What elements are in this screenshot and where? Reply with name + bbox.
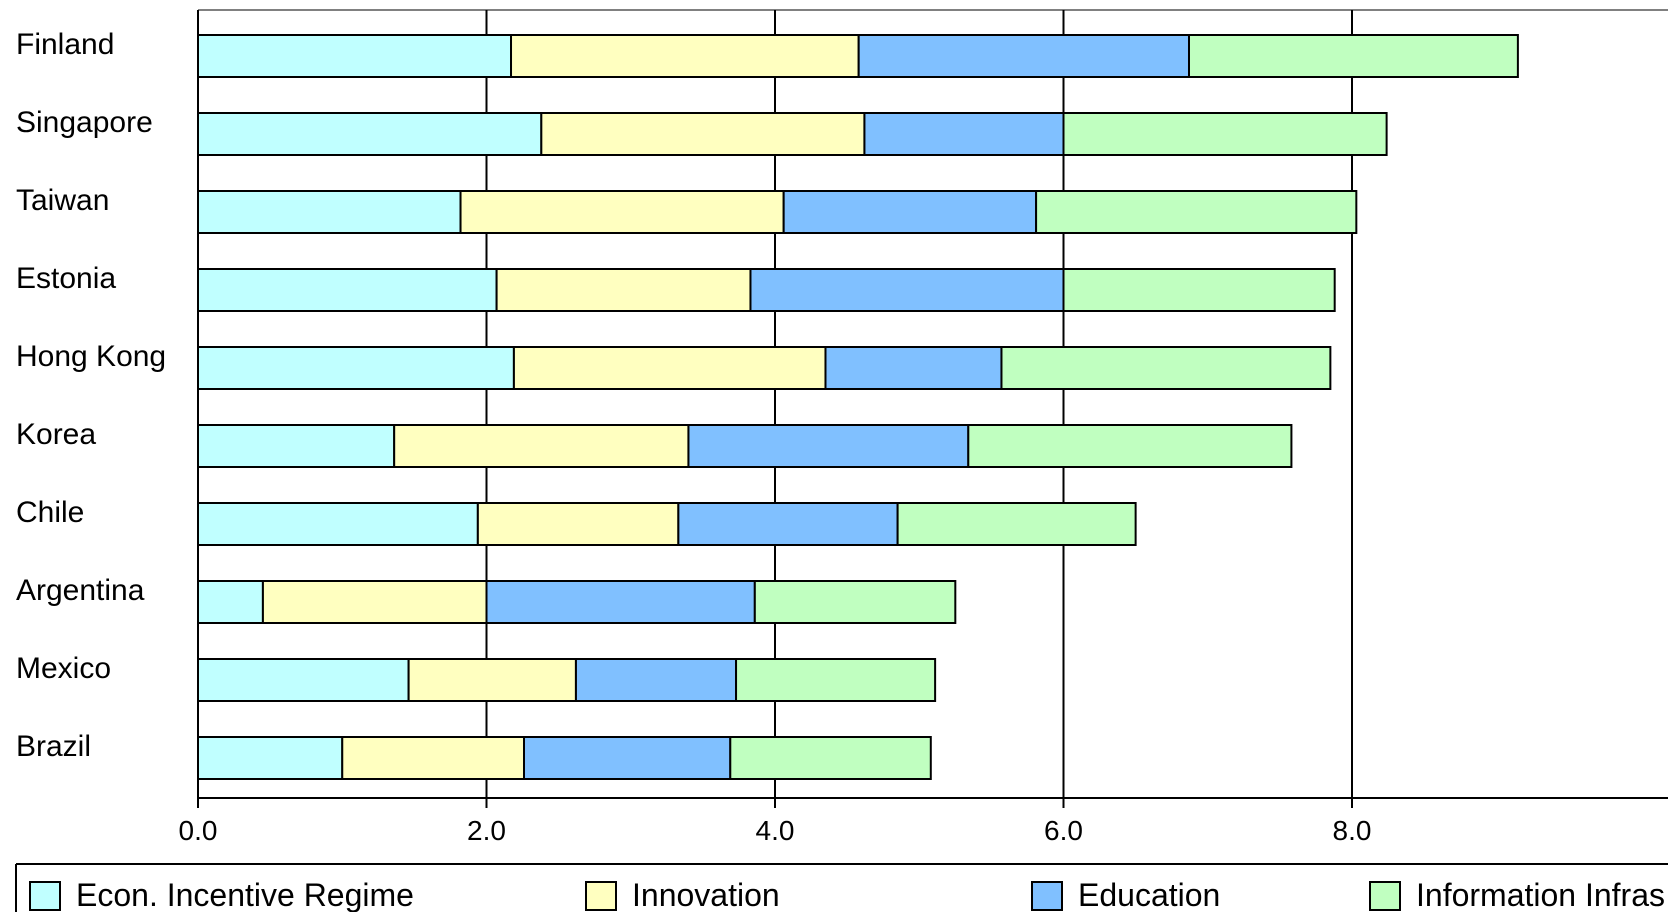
x-tick-label-4: 8.0 — [1333, 815, 1372, 846]
bar-8-3 — [735, 658, 937, 702]
bar-3-0 — [197, 268, 498, 312]
bar-8-1 — [407, 658, 577, 702]
category-label-7: Argentina — [16, 574, 145, 607]
bar-4-0 — [197, 346, 515, 390]
bar-8-2 — [574, 658, 738, 702]
legend-swatch-2 — [1031, 881, 1063, 911]
category-label-0: Finland — [16, 28, 114, 61]
legend-label-3: Information Infras — [1416, 877, 1665, 912]
category-label-4: Hong Kong — [16, 340, 166, 373]
bar-2-0 — [197, 190, 462, 234]
bar-2-3 — [1035, 190, 1358, 234]
legend-swatch-0 — [29, 881, 61, 911]
legend-label-2: Education — [1078, 877, 1220, 912]
legend-label-0: Econ. Incentive Regime — [76, 877, 414, 912]
bar-7-2 — [485, 580, 756, 624]
category-label-5: Korea — [16, 418, 96, 451]
legend: Econ. Incentive Regime Innovation Educatio… — [15, 863, 1668, 912]
bar-0-3 — [1187, 34, 1519, 78]
bar-7-0 — [197, 580, 264, 624]
plot-area: 0.0 2.0 4.0 6.0 8.0 Finland Singapore Taiwan Est… — [16, 9, 1668, 846]
x-tick-label-1: 2.0 — [467, 815, 506, 846]
bar-0-0 — [197, 34, 513, 78]
bar-5-1 — [393, 424, 690, 468]
bar-1-1 — [540, 112, 866, 156]
bar-0-2 — [857, 34, 1190, 78]
bar-9-0 — [197, 736, 344, 780]
bar-7-1 — [261, 580, 488, 624]
bar-6-3 — [896, 502, 1137, 546]
bar-9-1 — [341, 736, 526, 780]
bar-6-1 — [476, 502, 680, 546]
legend-swatch-3 — [1369, 881, 1401, 911]
bar-6-0 — [197, 502, 479, 546]
category-label-1: Singapore — [16, 106, 153, 139]
bar-3-2 — [749, 268, 1065, 312]
bar-6-2 — [677, 502, 899, 546]
bar-5-0 — [197, 424, 396, 468]
x-tick-label-0: 0.0 — [179, 815, 218, 846]
bar-4-3 — [1000, 346, 1332, 390]
x-tick-label-3: 6.0 — [1044, 815, 1083, 846]
legend-swatch-1 — [585, 881, 617, 911]
legend-label-1: Innovation — [632, 877, 780, 912]
bar-2-1 — [459, 190, 785, 234]
category-label-8: Mexico — [16, 652, 111, 685]
bar-3-1 — [495, 268, 752, 312]
category-label-9: Brazil — [16, 730, 91, 763]
bar-5-2 — [687, 424, 970, 468]
bar-1-2 — [863, 112, 1065, 156]
bar-7-3 — [753, 580, 957, 624]
bar-5-3 — [967, 424, 1293, 468]
category-label-6: Chile — [16, 496, 84, 529]
bar-9-3 — [729, 736, 932, 780]
bar-1-0 — [197, 112, 543, 156]
x-tick-label-2: 4.0 — [756, 815, 795, 846]
bar-9-2 — [523, 736, 732, 780]
bar-0-1 — [510, 34, 860, 78]
bar-2-2 — [782, 190, 1038, 234]
bar-3-3 — [1062, 268, 1336, 312]
category-label-3: Estonia — [16, 262, 116, 295]
bar-4-1 — [512, 346, 827, 390]
bar-8-0 — [197, 658, 410, 702]
category-label-2: Taiwan — [16, 184, 109, 217]
bar-4-2 — [824, 346, 1003, 390]
bar-1-3 — [1062, 112, 1388, 156]
